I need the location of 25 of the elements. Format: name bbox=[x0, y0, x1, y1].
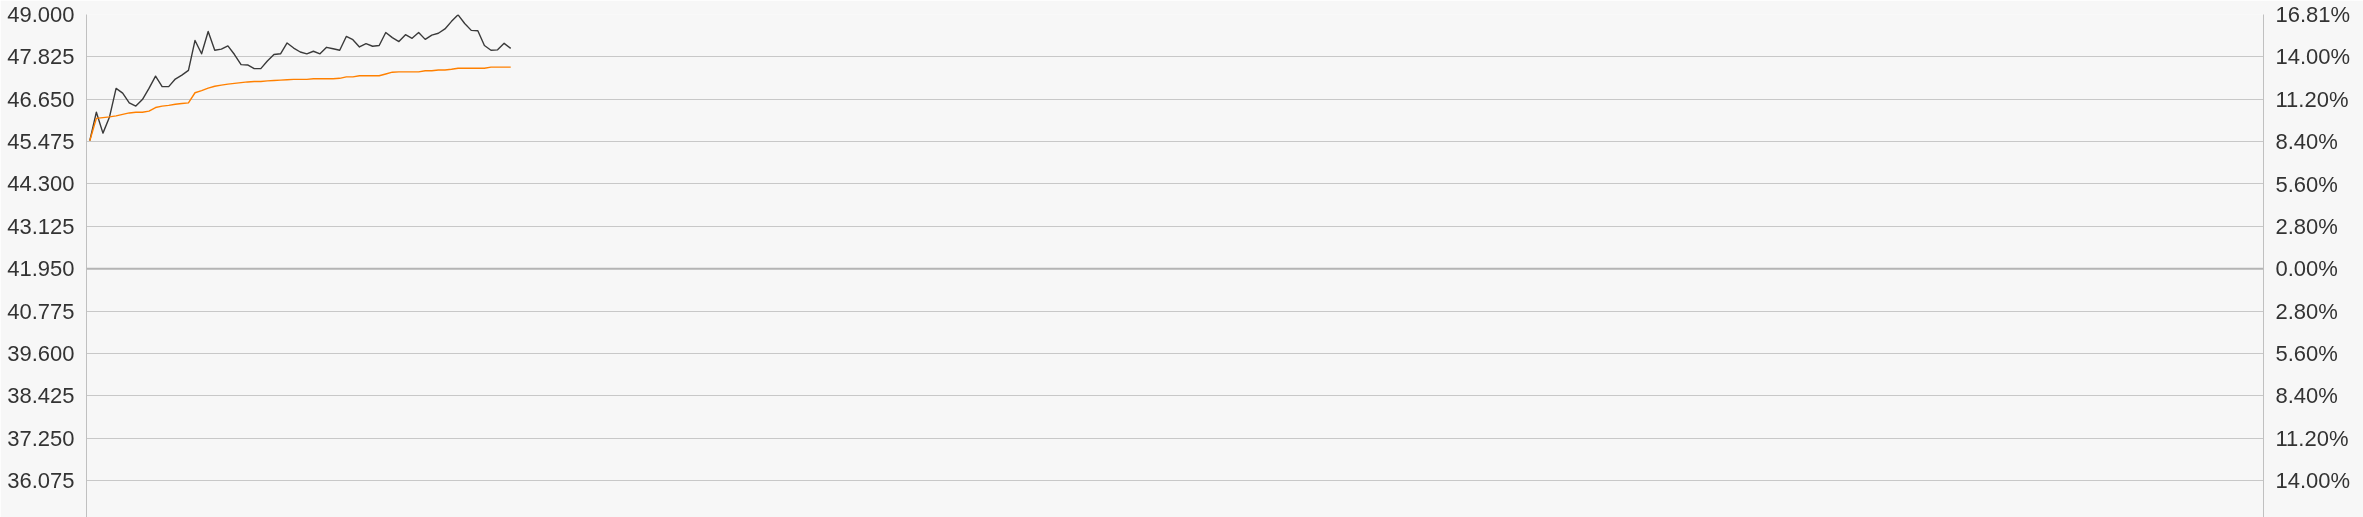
y2-tick-label: 2.80% bbox=[2275, 213, 2338, 239]
y-tick-label: 41.950 bbox=[7, 256, 75, 282]
y-tick-label: 39.600 bbox=[7, 340, 75, 366]
y2-tick-label: 5.60% bbox=[2275, 340, 2338, 366]
y2-tick-label: 11.20% bbox=[2275, 86, 2349, 112]
y2-tick-label: 5.60% bbox=[2275, 171, 2338, 197]
y-tick-label: 45.475 bbox=[7, 129, 75, 155]
y-tick-label: 46.650 bbox=[7, 86, 75, 112]
y2-tick-label: 2.80% bbox=[2275, 298, 2338, 324]
y-tick-label: 37.250 bbox=[7, 425, 75, 451]
y-tick-label: 38.425 bbox=[7, 383, 75, 409]
y-tick-label: 40.775 bbox=[7, 298, 75, 324]
y-tick-label: 44.300 bbox=[7, 171, 75, 197]
y2-tick-label: 14.00% bbox=[2275, 467, 2351, 493]
y-tick-label: 36.075 bbox=[7, 468, 75, 494]
line-series bbox=[89, 66, 512, 142]
y-tick-label: 49.000 bbox=[7, 2, 75, 27]
y2-tick-label: 14.00% bbox=[2275, 44, 2351, 70]
y2-tick-label: 16.81% bbox=[2275, 2, 2351, 27]
y-tick-label: 43.125 bbox=[7, 213, 75, 239]
y2-tick-label: 11.20% bbox=[2275, 425, 2349, 451]
y2-tick-label: 0.00% bbox=[2275, 256, 2338, 282]
y2-tick-label: 8.40% bbox=[2275, 129, 2338, 155]
y-tick-label: 47.825 bbox=[7, 44, 75, 70]
y2-tick-label: 8.40% bbox=[2275, 383, 2338, 409]
